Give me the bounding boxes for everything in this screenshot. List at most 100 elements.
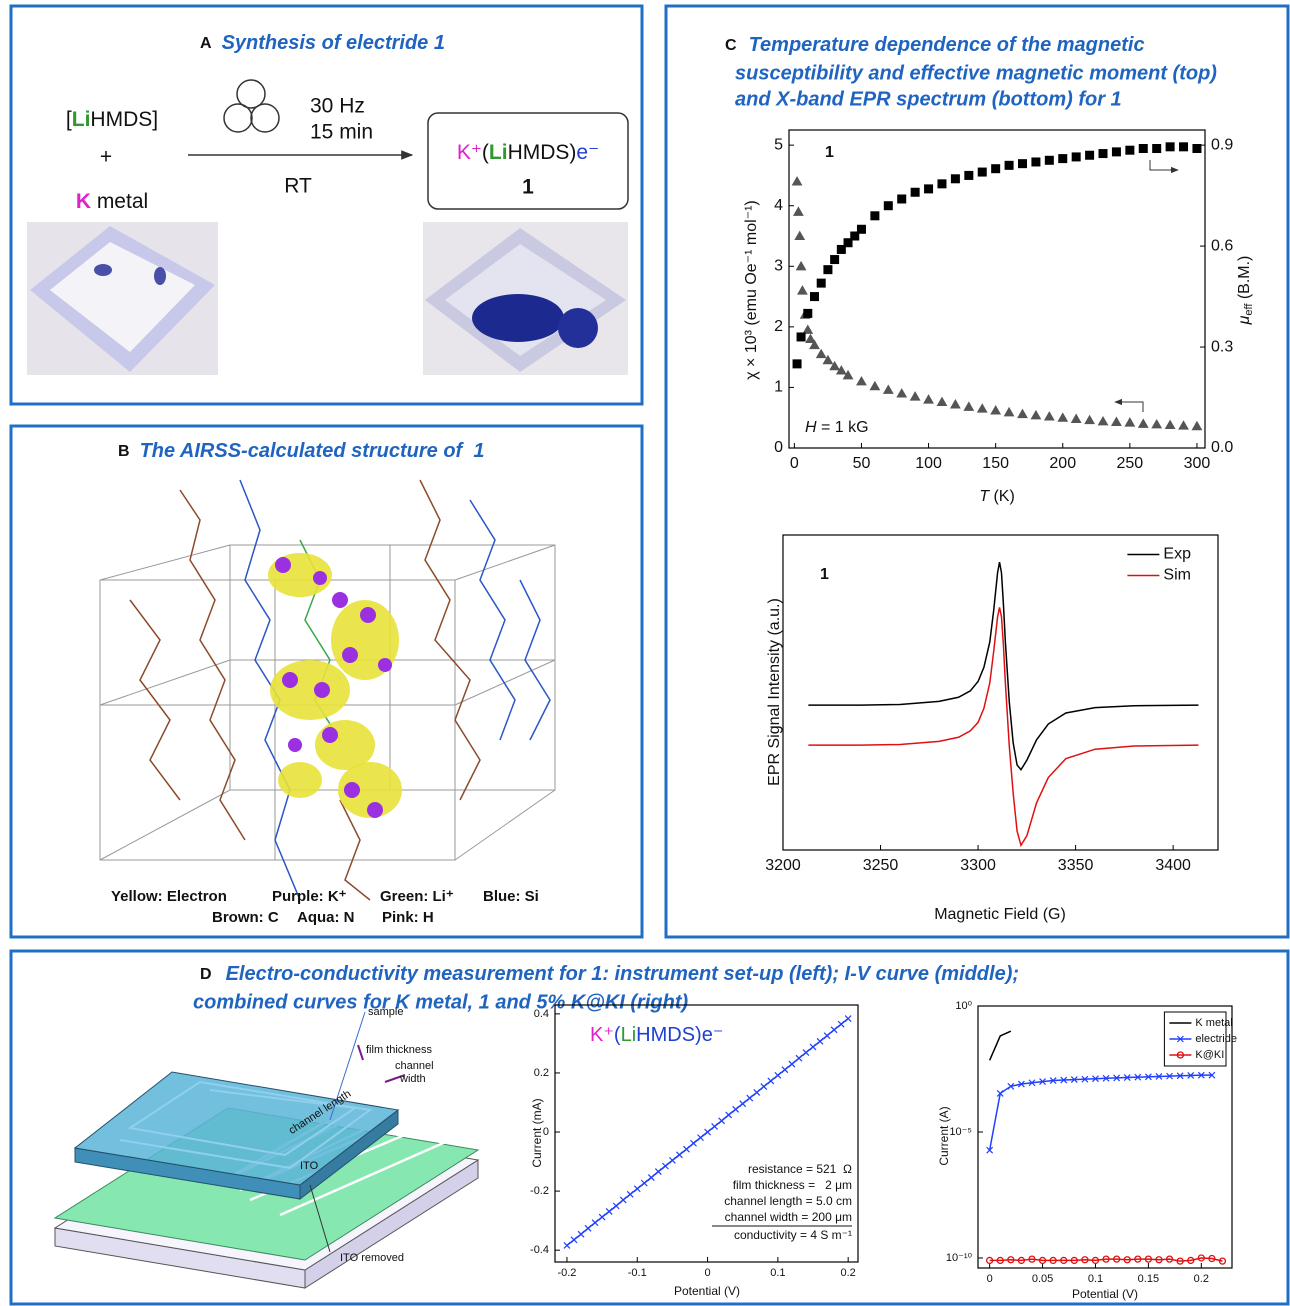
annotation: conductivity = 4 S m⁻¹ <box>734 1228 852 1242</box>
annotation: H = 1 kG <box>805 419 869 436</box>
marker <box>796 1055 802 1061</box>
marker <box>1044 411 1055 420</box>
marker <box>810 292 819 301</box>
x-tick-label: 3250 <box>863 857 899 874</box>
marker <box>1031 157 1040 166</box>
x-tick-label: 0 <box>704 1267 710 1279</box>
marker <box>662 1163 668 1169</box>
figure: ASynthesis of electride 1 [LiHMDS] + K m… <box>0 0 1290 1306</box>
marker <box>683 1146 689 1152</box>
y-tick-label: 1 <box>774 379 783 396</box>
x-tick-label: -0.1 <box>628 1267 647 1279</box>
x-tick-label: 0.1 <box>1088 1273 1103 1285</box>
title-text: susceptibility and effective magnetic mo… <box>735 62 1217 84</box>
marker <box>641 1180 647 1186</box>
x-tick-label: 300 <box>1184 455 1211 472</box>
legend-text: Blue: Si <box>483 888 539 905</box>
text-part: (K) <box>989 488 1015 505</box>
legend-text: Green: Li⁺ <box>380 888 454 905</box>
marker <box>796 261 807 270</box>
marker <box>1179 142 1188 151</box>
marker <box>782 1067 788 1073</box>
condition: 30 Hz <box>310 95 365 118</box>
y-tick-label: -0.2 <box>530 1185 549 1197</box>
legend-text: Yellow: Electron <box>111 888 227 905</box>
legend-label: K@KI <box>1195 1049 1224 1061</box>
marker <box>823 265 832 274</box>
x-tick-label: 100 <box>915 455 942 472</box>
y2-axis-label: μeff (B.M.) <box>1236 256 1255 326</box>
x-axis-label: T (K) <box>979 488 1015 505</box>
marker <box>793 359 802 368</box>
marker <box>1045 156 1054 165</box>
legend-label: electride <box>1195 1033 1237 1045</box>
temperature: RT <box>284 175 312 198</box>
annotation: 1 <box>820 566 829 583</box>
marker <box>1139 144 1148 153</box>
annotation: resistance = 521 Ω <box>748 1162 852 1176</box>
x-tick-label: -0.2 <box>557 1267 576 1279</box>
title-text: Electro-conductivity measurement for 1: … <box>226 963 1019 985</box>
text-part: K⁺ <box>457 141 482 164</box>
product-number: 1 <box>522 176 534 199</box>
marker <box>1178 420 1189 429</box>
marker <box>884 201 893 210</box>
marker <box>1005 161 1014 170</box>
marker <box>830 255 839 264</box>
x-tick-label: 50 <box>853 455 871 472</box>
marker <box>1017 409 1028 418</box>
x-tick-label: 250 <box>1117 455 1144 472</box>
marker <box>1085 151 1094 160</box>
annotation: channel length = 5.0 cm <box>724 1194 852 1208</box>
marker <box>1192 144 1201 153</box>
ball-mill-icon <box>224 80 279 132</box>
diagram-label: width <box>399 1073 426 1085</box>
y2-tick-label: 0.6 <box>1211 237 1233 254</box>
text-part: ( <box>482 141 489 164</box>
title-text: The AIRSS-calculated structure of 1 <box>140 440 485 462</box>
marker <box>1192 421 1203 430</box>
reactant: [LiHMDS] <box>66 108 158 131</box>
photo-reactants <box>27 222 218 375</box>
legend-label: Exp <box>1163 546 1191 563</box>
marker <box>897 194 906 203</box>
title-text: and X-band EPR spectrum (bottom) for 1 <box>735 88 1122 110</box>
title-text: combined curves for K metal, 1 and 5% K@… <box>193 991 688 1013</box>
marker <box>1125 146 1134 155</box>
x-tick-label: 0 <box>790 455 799 472</box>
marker <box>648 1175 654 1181</box>
marker <box>726 1112 732 1118</box>
condition: 15 min <box>310 121 373 144</box>
x-tick-label: 3400 <box>1155 857 1191 874</box>
marker <box>599 1214 605 1220</box>
marker <box>1165 420 1176 429</box>
text-part: Li <box>72 108 91 131</box>
diagram-label: ITO <box>300 1160 319 1172</box>
marker <box>634 1186 640 1192</box>
marker <box>910 391 921 400</box>
marker <box>712 1123 718 1129</box>
panel-title: DElectro-conductivity measurement for 1:… <box>200 963 1019 985</box>
marker <box>923 394 934 403</box>
text-part: Li <box>621 1024 637 1046</box>
marker <box>1031 410 1042 419</box>
marker <box>613 1203 619 1209</box>
x-tick-label: 0.2 <box>841 1267 856 1279</box>
marker <box>869 381 880 390</box>
marker <box>810 1044 816 1050</box>
marker <box>754 1089 760 1095</box>
marker <box>816 349 827 358</box>
x-axis-label: Potential (V) <box>1072 1287 1138 1301</box>
x-tick-label: 150 <box>982 455 1009 472</box>
y-tick-label: 0.4 <box>534 1008 549 1020</box>
series-line <box>990 1031 1011 1060</box>
text-part: K <box>76 190 91 213</box>
marker <box>817 1038 823 1044</box>
marker <box>870 211 879 220</box>
marker <box>831 1027 837 1033</box>
marker <box>698 1135 704 1141</box>
marker <box>803 309 812 318</box>
marker <box>1098 416 1109 425</box>
marker <box>1166 142 1175 151</box>
